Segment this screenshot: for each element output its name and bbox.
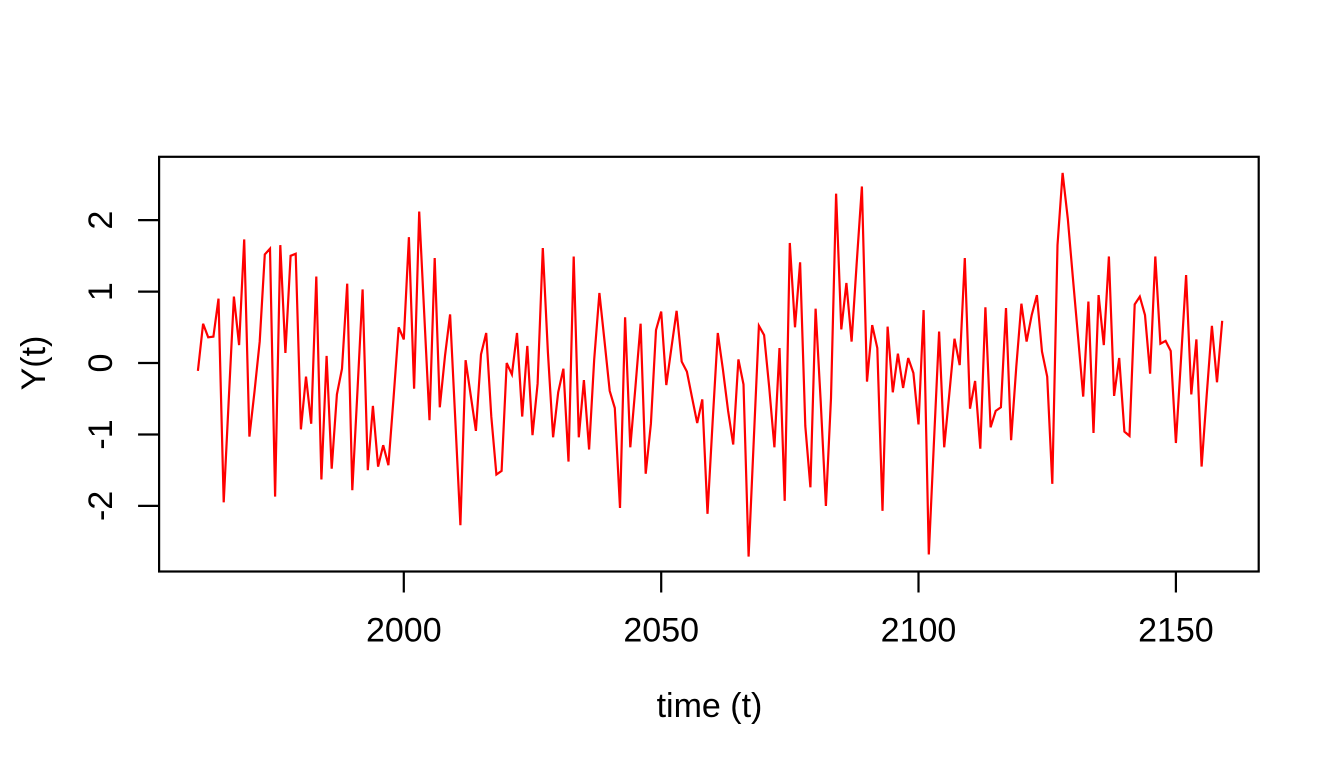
svg-text:-2: -2 [82,491,120,521]
svg-text:2000: 2000 [366,612,442,650]
svg-text:1: 1 [82,282,120,301]
svg-text:-1: -1 [82,419,120,449]
svg-text:2100: 2100 [881,612,957,650]
svg-text:time (t): time (t) [657,687,763,725]
svg-text:2150: 2150 [1138,612,1214,650]
svg-text:2050: 2050 [623,612,699,650]
svg-text:2: 2 [82,211,120,230]
svg-text:0: 0 [82,354,120,373]
svg-text:Y(t): Y(t) [15,336,53,391]
